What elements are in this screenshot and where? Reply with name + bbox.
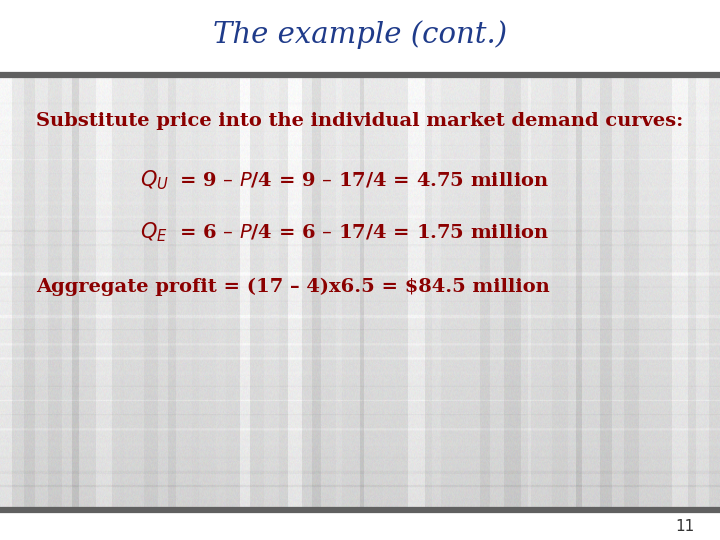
Text: $\mathit{Q}_{\mathit{U}}$: $\mathit{Q}_{\mathit{U}}$ [140,168,169,192]
Text: Aggregate profit = (17 – 4)x6.5 = $84.5 million: Aggregate profit = (17 – 4)x6.5 = $84.5 … [36,278,550,296]
Text: $\mathit{Q}_{\mathit{E}}$: $\mathit{Q}_{\mathit{E}}$ [140,220,168,244]
Text: 11: 11 [675,519,695,534]
Text: Substitute price into the individual market demand curves:: Substitute price into the individual mar… [36,112,683,131]
Text: = 9 – $\mathit{P}$/4 = 9 – 17/4 = 4.75 million: = 9 – $\mathit{P}$/4 = 9 – 17/4 = 4.75 m… [179,170,549,190]
Text: The example (cont.): The example (cont.) [213,21,507,50]
Text: = 6 – $\mathit{P}$/4 = 6 – 17/4 = 1.75 million: = 6 – $\mathit{P}$/4 = 6 – 17/4 = 1.75 m… [179,222,549,242]
